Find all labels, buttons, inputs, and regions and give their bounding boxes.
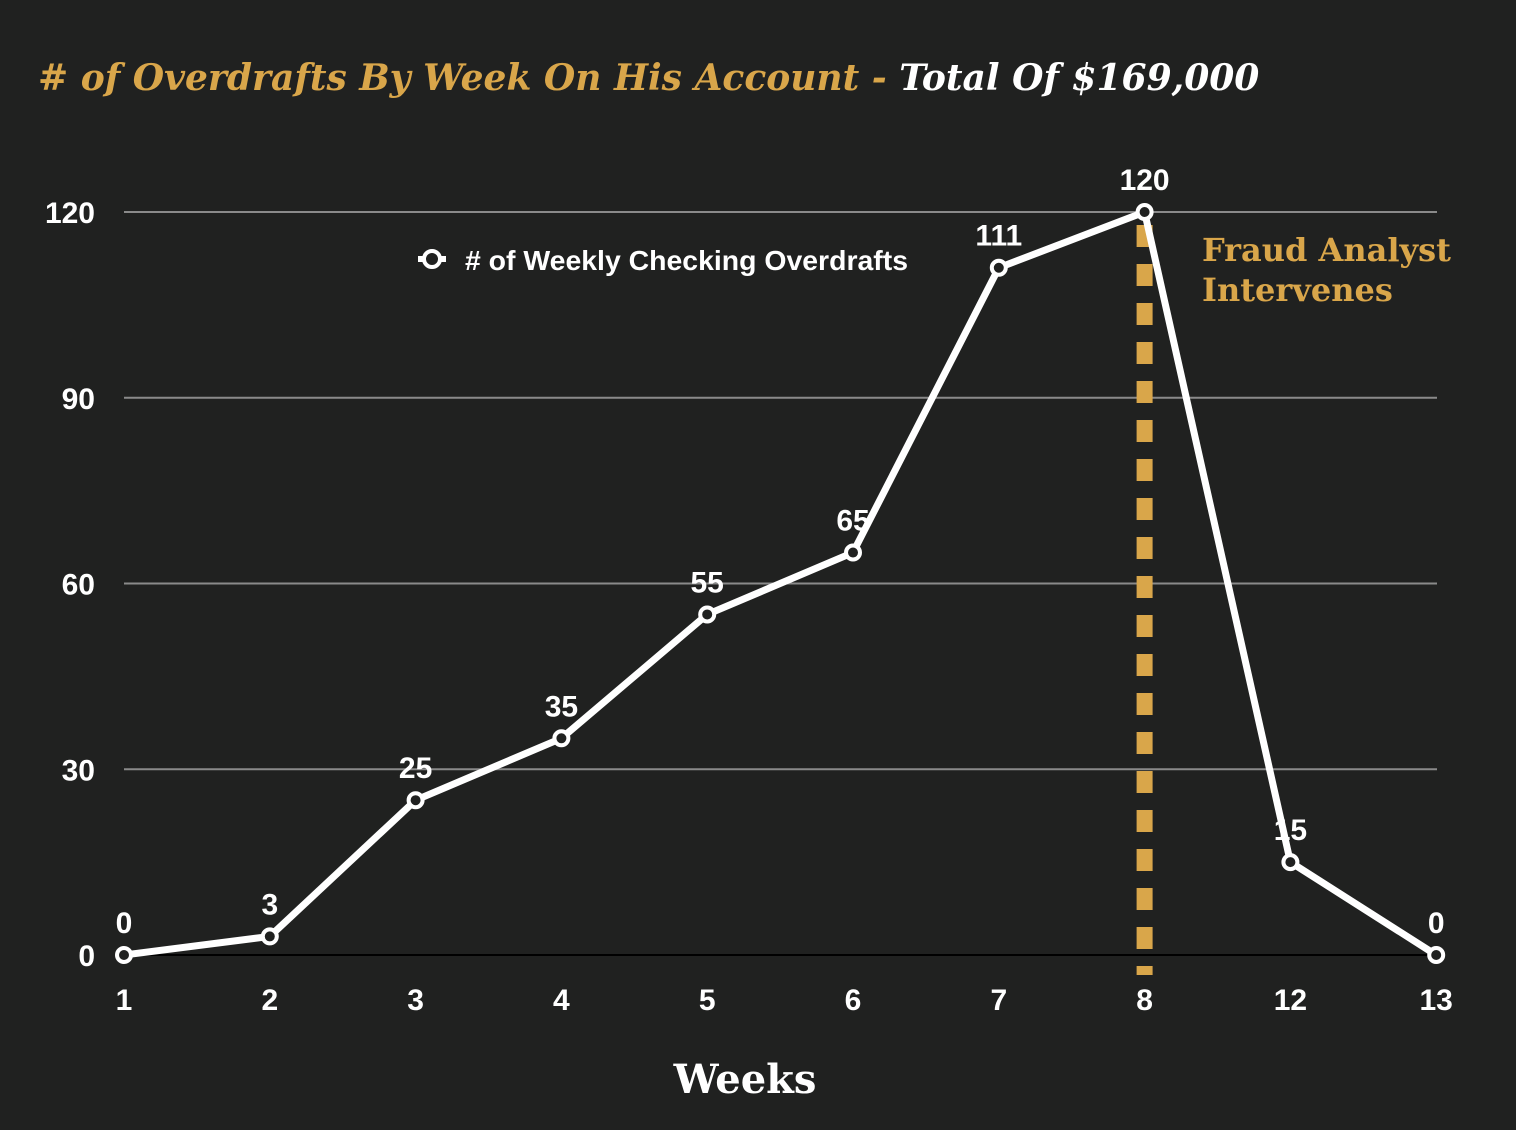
legend: # of Weekly Checking Overdrafts [418,245,908,276]
annotation-line2: Intervenes [1202,271,1393,309]
series-line [123,208,1439,959]
data-label: 25 [399,752,432,785]
data-point [552,729,571,748]
data-label: 111 [975,220,1022,253]
chart-subtitle: Total Of $169,000 [899,57,1259,99]
y-tick-label: 30 [62,754,95,787]
chart-title: # of Overdrafts By Week On His Account -… [38,57,1259,99]
y-tick-label: 90 [62,383,95,416]
x-tick-label: 3 [407,984,424,1017]
legend-label: # of Weekly Checking Overdrafts [465,245,908,276]
chart-title-separator: - [859,57,899,99]
y-tick-label: 0 [78,940,95,973]
chart-title-main: # of Overdrafts By Week On His Account [38,57,860,99]
data-label: 15 [1274,814,1307,847]
x-tick-label: 8 [1136,984,1153,1017]
data-label: 65 [836,505,869,538]
data-label: 0 [1428,907,1445,940]
annotation: Fraud Analyst Intervenes [1136,225,1451,975]
data-point [989,258,1008,277]
x-tick-label: 1 [116,984,133,1017]
data-point [406,791,425,810]
data-label: 3 [261,888,278,921]
x-tick-label: 6 [845,984,862,1017]
data-point [1427,946,1446,964]
x-tick-label: 13 [1420,984,1453,1017]
data-label: 120 [1120,164,1170,197]
data-point [1281,853,1300,872]
data-point [1135,203,1154,221]
data-point [844,543,862,562]
data-label: 0 [116,907,133,940]
data-label: 55 [691,566,724,599]
x-tick-label: 2 [261,984,278,1017]
series-group: 0 3 25 35 55 65 111 120 15 0 [115,164,1446,964]
data-label: 35 [545,690,578,723]
y-tick-label: 120 [45,197,95,230]
x-tick-label: 12 [1274,984,1307,1017]
x-tick-label: 7 [990,984,1007,1017]
y-axis-ticks: 0 30 60 90 120 [45,197,95,973]
x-tick-label: 4 [553,984,570,1017]
x-tick-label: 5 [699,984,716,1017]
y-tick-label: 60 [62,569,95,602]
x-axis-label: Weeks [673,1056,817,1103]
data-point [260,927,279,946]
annotation-line1: Fraud Analyst [1202,231,1451,269]
legend-marker-icon [422,249,442,269]
data-point [115,946,133,964]
data-point [698,605,717,624]
x-axis-ticks: 1 2 3 4 5 6 7 8 12 13 [116,984,1453,1017]
